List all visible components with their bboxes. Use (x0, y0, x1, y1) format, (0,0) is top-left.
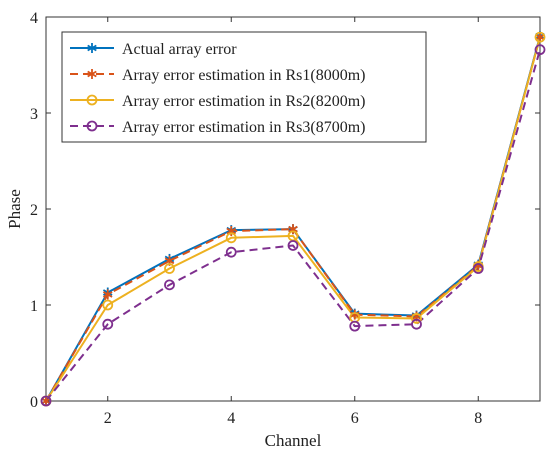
data-point-asterisk (226, 226, 237, 237)
data-point-circle (164, 279, 175, 291)
legend-box (61, 31, 427, 143)
data-point-circle (472, 263, 484, 274)
data-point-asterisk (41, 396, 51, 406)
legend-entry-label: Array error estimation in Rs2(8200m) (122, 93, 366, 110)
data-point-circle (411, 318, 422, 330)
legend: Actual array error Array error estimation… (61, 31, 427, 143)
data-point-circle (86, 120, 98, 132)
data-point-circle (164, 263, 175, 274)
data-point-circle (225, 232, 237, 244)
y-tick-label: 1 (30, 298, 38, 315)
data-point-circle (411, 313, 422, 324)
y-tick-label: 3 (30, 106, 38, 123)
series-layer (40, 31, 546, 407)
y-tick-label: 2 (30, 202, 38, 219)
x-tick-label: 8 (474, 410, 482, 427)
data-point-asterisk (102, 289, 113, 300)
x-tick-label: 6 (351, 410, 359, 427)
data-point-circle (349, 320, 361, 332)
legend-entry-label: Actual array error (122, 41, 237, 58)
x-tick-label: 4 (227, 410, 235, 427)
legend-entry-label: Array error estimation in Rs1(8000m) (122, 67, 366, 84)
data-point-circle (40, 395, 52, 407)
data-point-circle (102, 299, 114, 311)
data-point-circle (534, 31, 546, 43)
data-point-circle (287, 240, 299, 251)
data-point-circle (102, 318, 114, 330)
y-tick-label: 0 (30, 394, 38, 411)
series-line (45, 36, 541, 402)
data-point-circle (534, 44, 546, 56)
x-axis-ticks: 2 4 6 8 (104, 17, 482, 427)
data-point-circle (225, 246, 237, 258)
data-point-asterisk (87, 69, 97, 79)
y-axis-label: Phase (5, 189, 24, 229)
series-line (45, 49, 541, 402)
y-tick-label: 4 (30, 10, 38, 27)
data-point-asterisk (535, 32, 545, 43)
legend-entry-label: Array error estimation in Rs3(8700m) (122, 119, 366, 136)
data-point-circle (86, 94, 98, 106)
x-axis-label: Channel (265, 431, 322, 450)
data-point-asterisk (288, 224, 298, 235)
x-tick-label: 2 (104, 410, 112, 427)
series-line (45, 36, 541, 402)
data-point-asterisk (87, 43, 97, 53)
